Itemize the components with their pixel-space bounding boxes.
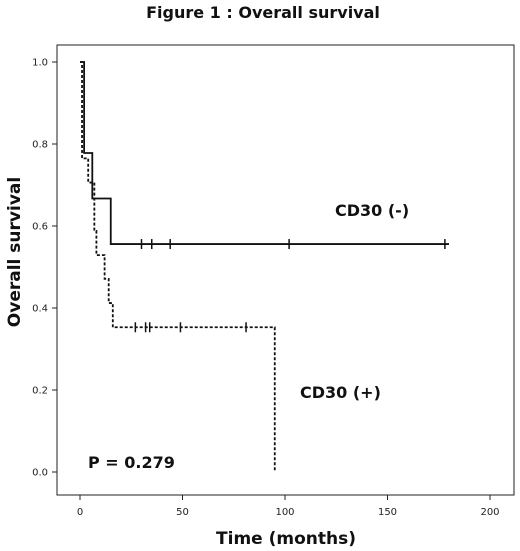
series-layer <box>80 61 449 472</box>
x-axis-label: Time (months) <box>216 529 356 549</box>
cd30-neg-label: CD30 (-) <box>335 201 409 220</box>
x-tick-label: 200 <box>480 507 499 518</box>
x-tick-label: 0 <box>77 507 83 518</box>
chart-title: Figure 1 : Overall survival <box>146 3 380 22</box>
y-axis-label: Overall survival <box>5 177 25 327</box>
x-axis-ticks: 0 50 100 150 200 <box>77 495 500 518</box>
y-tick-label: 1.0 <box>32 58 48 69</box>
x-tick-label: 100 <box>275 507 294 518</box>
x-tick-label: 150 <box>378 507 397 518</box>
y-tick-label: 0.2 <box>32 386 48 397</box>
cd30-neg-curve <box>80 61 449 245</box>
x-tick-label: 50 <box>176 507 189 518</box>
y-tick-label: 0.0 <box>32 468 48 479</box>
y-tick-label: 0.4 <box>32 304 48 315</box>
y-tick-label: 0.8 <box>32 140 48 151</box>
y-axis-ticks: 0.0 0.2 0.4 0.6 0.8 1.0 <box>32 58 57 479</box>
cd30-pos-curve <box>80 61 276 472</box>
plot-frame <box>56 44 515 496</box>
cd30-pos-label: CD30 (+) <box>300 383 381 402</box>
y-tick-label: 0.6 <box>32 222 48 233</box>
p-value-label: P = 0.279 <box>88 453 175 472</box>
